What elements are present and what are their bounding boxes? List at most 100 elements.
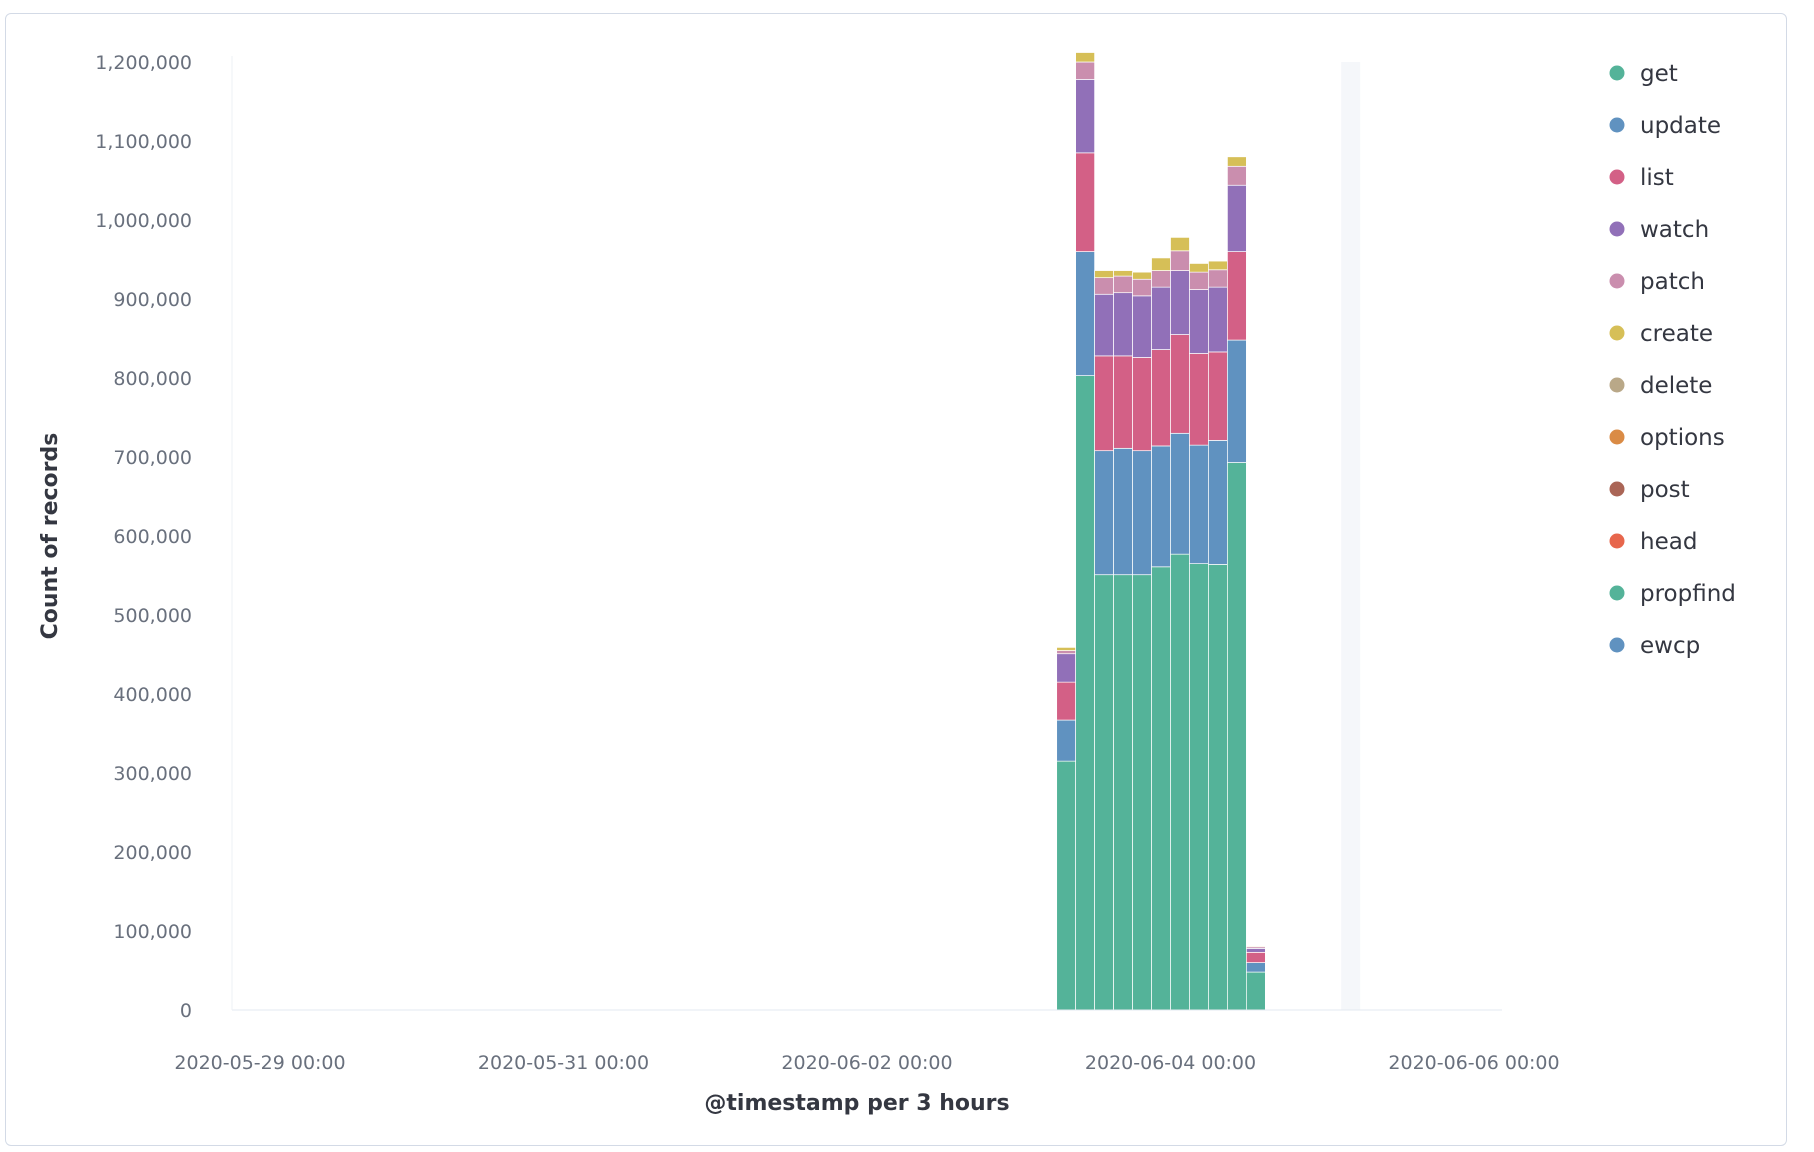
- bar-list-5[interactable]: [1151, 349, 1171, 447]
- bar-create-0[interactable]: [1056, 647, 1077, 651]
- bar-get-5[interactable]: [1151, 566, 1171, 1011]
- bar-watch-8[interactable]: [1208, 286, 1228, 353]
- bars-layer: [1056, 52, 1266, 1011]
- bar-list-4[interactable]: [1132, 357, 1152, 452]
- bar-patch-6[interactable]: [1170, 250, 1190, 271]
- bar-update-9[interactable]: [1227, 339, 1247, 463]
- bar-update-5[interactable]: [1151, 445, 1171, 568]
- bar-list-8[interactable]: [1208, 351, 1228, 441]
- legend-label: watch: [1640, 217, 1709, 243]
- bar-patch-3[interactable]: [1113, 275, 1133, 294]
- legend-swatch: [1609, 273, 1625, 289]
- bar-list-3[interactable]: [1113, 355, 1133, 449]
- bar-get-4[interactable]: [1132, 574, 1152, 1011]
- bar-patch-8[interactable]: [1208, 269, 1228, 288]
- bar-watch-10[interactable]: [1246, 948, 1266, 953]
- legend-item-propfind[interactable]: propfind: [1609, 581, 1736, 607]
- legend-item-create[interactable]: create: [1609, 321, 1714, 347]
- bar-create-10[interactable]: [1246, 945, 1266, 948]
- bar-list-1[interactable]: [1075, 152, 1095, 252]
- bar-update-6[interactable]: [1170, 432, 1190, 555]
- bar-create-1[interactable]: [1075, 52, 1095, 63]
- bar-list-10[interactable]: [1246, 951, 1266, 963]
- legend-item-watch[interactable]: watch: [1609, 217, 1710, 243]
- bar-watch-9[interactable]: [1227, 184, 1247, 252]
- bar-patch-9[interactable]: [1227, 165, 1247, 186]
- legend-label: post: [1640, 477, 1690, 503]
- legend-label: update: [1640, 113, 1721, 139]
- bar-get-2[interactable]: [1094, 574, 1114, 1011]
- chart-panel: [5, 13, 1787, 1146]
- y-tick-label: 600,000: [113, 526, 192, 548]
- bar-update-8[interactable]: [1208, 440, 1228, 565]
- bar-create-9[interactable]: [1227, 156, 1247, 167]
- bar-list-9[interactable]: [1227, 251, 1247, 341]
- legend-label: get: [1640, 61, 1678, 87]
- bar-get-9[interactable]: [1227, 462, 1247, 1011]
- bar-get-1[interactable]: [1075, 375, 1095, 1011]
- x-tick-label: 2020-05-29 00:00: [174, 1052, 345, 1074]
- bar-create-6[interactable]: [1170, 237, 1190, 252]
- legend: get update list watch patch create delete optio…: [1609, 61, 1736, 659]
- bar-watch-4[interactable]: [1132, 295, 1152, 358]
- bar-update-7[interactable]: [1189, 444, 1209, 564]
- bar-watch-6[interactable]: [1170, 270, 1190, 335]
- bar-create-4[interactable]: [1132, 271, 1152, 280]
- bar-patch-5[interactable]: [1151, 270, 1171, 288]
- bar-watch-2[interactable]: [1094, 293, 1114, 357]
- bar-update-0[interactable]: [1056, 719, 1077, 762]
- legend-item-update[interactable]: update: [1609, 113, 1722, 139]
- legend-item-head[interactable]: head: [1609, 529, 1698, 555]
- legend-label: list: [1640, 165, 1674, 191]
- bar-patch-2[interactable]: [1094, 277, 1114, 295]
- legend-swatch: [1609, 169, 1625, 185]
- bar-create-8[interactable]: [1208, 260, 1228, 271]
- legend-label: patch: [1640, 269, 1705, 295]
- bar-list-6[interactable]: [1170, 334, 1190, 434]
- bar-update-1[interactable]: [1075, 251, 1095, 376]
- bar-get-7[interactable]: [1189, 563, 1209, 1011]
- bar-patch-0[interactable]: [1056, 650, 1077, 655]
- bar-watch-0[interactable]: [1056, 653, 1077, 683]
- bar-get-10[interactable]: [1246, 971, 1266, 1011]
- bar-get-6[interactable]: [1170, 553, 1190, 1011]
- bar-create-7[interactable]: [1189, 263, 1209, 273]
- x-axis-title: @timestamp per 3 hours: [704, 1091, 1009, 1116]
- bar-get-0[interactable]: [1056, 760, 1077, 1011]
- bar-update-2[interactable]: [1094, 450, 1114, 576]
- bar-update-3[interactable]: [1113, 447, 1133, 576]
- bar-create-3[interactable]: [1113, 270, 1133, 277]
- bar-patch-7[interactable]: [1189, 271, 1209, 290]
- bar-list-2[interactable]: [1094, 355, 1114, 452]
- legend-item-options[interactable]: options: [1609, 425, 1725, 451]
- legend-item-patch[interactable]: patch: [1609, 269, 1705, 295]
- bar-watch-1[interactable]: [1075, 79, 1095, 154]
- y-tick-label: 0: [180, 1000, 192, 1022]
- legend-item-delete[interactable]: delete: [1609, 373, 1713, 399]
- legend-item-post[interactable]: post: [1609, 477, 1690, 503]
- legend-item-ewcp[interactable]: ewcp: [1609, 633, 1701, 659]
- legend-label: propfind: [1640, 581, 1736, 607]
- y-tick-label: 400,000: [113, 684, 192, 706]
- bar-watch-5[interactable]: [1151, 286, 1171, 350]
- bar-list-7[interactable]: [1189, 353, 1209, 446]
- bar-list-0[interactable]: [1056, 681, 1077, 721]
- bar-watch-3[interactable]: [1113, 292, 1133, 357]
- bar-patch-4[interactable]: [1132, 278, 1152, 297]
- y-tick-label: 1,200,000: [95, 52, 192, 74]
- bar-watch-7[interactable]: [1189, 289, 1209, 354]
- legend-item-get[interactable]: get: [1609, 61, 1678, 87]
- bar-patch-1[interactable]: [1075, 61, 1095, 80]
- bar-update-10[interactable]: [1246, 962, 1266, 973]
- y-tick-label: 500,000: [113, 605, 192, 627]
- bar-update-4[interactable]: [1132, 450, 1152, 576]
- bar-get-8[interactable]: [1208, 564, 1228, 1011]
- bar-create-5[interactable]: [1151, 257, 1171, 271]
- bar-create-2[interactable]: [1094, 270, 1114, 279]
- legend-item-list[interactable]: list: [1609, 165, 1674, 191]
- y-tick-label: 200,000: [113, 842, 192, 864]
- bar-get-3[interactable]: [1113, 574, 1133, 1011]
- y-tick-label: 1,100,000: [95, 131, 192, 153]
- legend-swatch: [1609, 65, 1625, 81]
